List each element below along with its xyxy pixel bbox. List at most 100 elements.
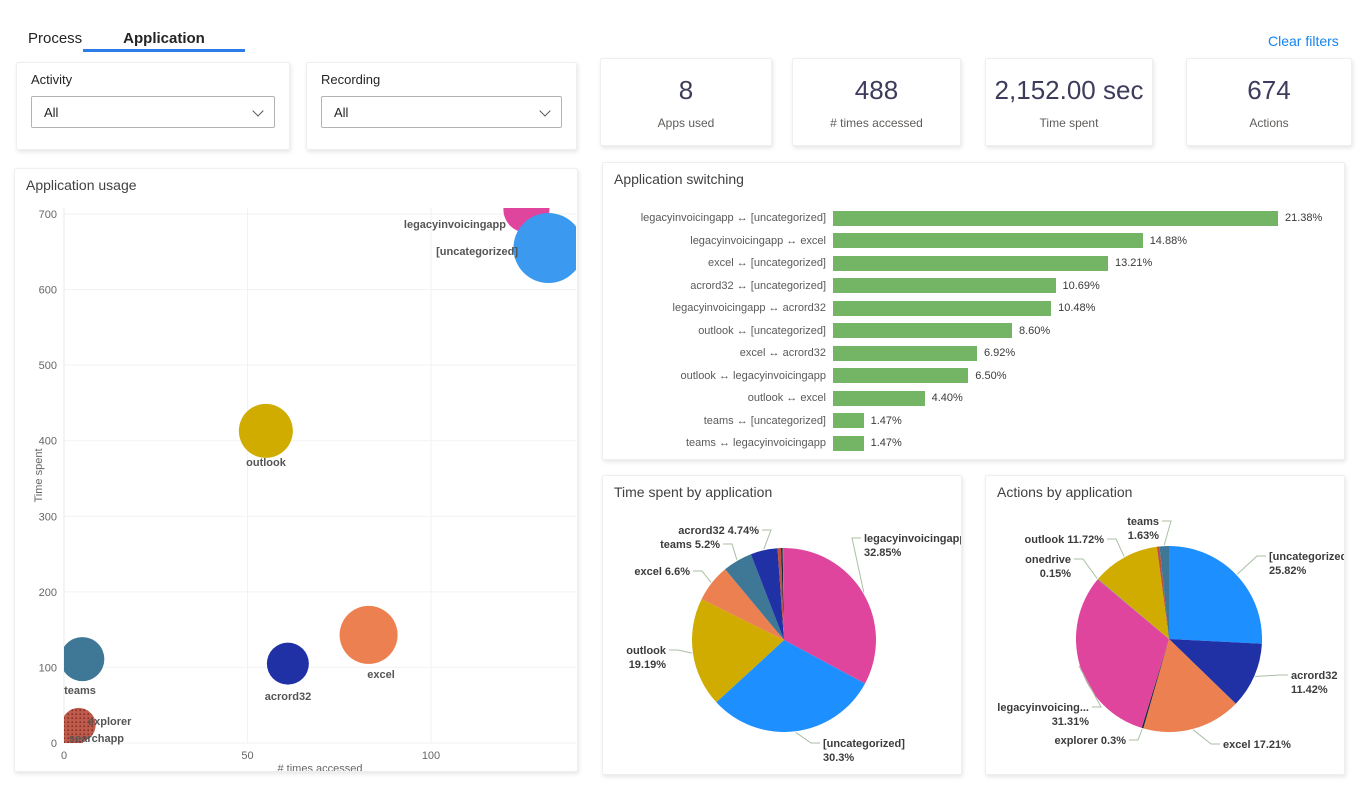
- bar-4[interactable]: [833, 300, 1052, 316]
- bar-1[interactable]: [833, 233, 1143, 249]
- bar-row: outlook ↔ [uncategorized] 8.60%: [613, 320, 1338, 343]
- application-usage-chart[interactable]: 0 100 200 300 400 500 600 700 0 50 100 # times acce…: [15, 169, 578, 771]
- chevron-down-icon: [252, 104, 264, 117]
- kpi-time-spent-label: Time spent: [1039, 115, 1099, 130]
- pie-label-teams: teams 1.63%: [1127, 516, 1159, 542]
- pie-slice-searchapp[interactable]: [1156, 546, 1169, 640]
- pie-label-[uncategorized]: [uncategorized] 25.82%: [1269, 551, 1345, 577]
- kpi-times-accessed-value: 488: [854, 74, 899, 105]
- pie-slice-searchapp[interactable]: [781, 547, 784, 640]
- y-tick: 200: [39, 587, 57, 599]
- bar-2[interactable]: [833, 255, 1108, 271]
- actions-by-application-title: Actions by application: [997, 484, 1133, 500]
- bar-value-label: 21.38%: [1285, 212, 1323, 225]
- pie-label-teams: teams 5.2%: [660, 539, 720, 551]
- bar-category-label: outlook ↔ legacyinvoicingapp: [680, 369, 826, 382]
- y-tick: 700: [39, 209, 57, 221]
- bubble-label-acrord32: acrord32: [265, 691, 311, 703]
- y-axis-title: Time spent: [33, 448, 45, 502]
- label-leader-line: [851, 537, 865, 593]
- bubble-excel[interactable]: [339, 605, 398, 664]
- bubble-label-teams: teams: [64, 685, 96, 697]
- kpi-times-accessed-label: # times accessed: [830, 115, 923, 130]
- active-tab-underline: [83, 49, 245, 52]
- bar-category-label: teams ↔ [uncategorized]: [703, 414, 826, 427]
- recording-filter-label: Recording: [321, 72, 381, 87]
- pie-slice-[uncategorized][interactable]: [716, 640, 865, 732]
- activity-dropdown[interactable]: All: [31, 96, 275, 128]
- kpi-actions-value: 674: [1247, 74, 1291, 105]
- bar-value-label: 8.60%: [1019, 324, 1051, 337]
- pie-slice-teams[interactable]: [725, 554, 784, 640]
- bar-category-label: excel ↔ [uncategorized]: [707, 257, 826, 270]
- bar-row: acrord32 ↔ [uncategorized] 10.69%: [613, 275, 1338, 298]
- recording-filter-card: Recording All: [306, 62, 577, 150]
- bar-row: excel ↔ acrord32 6.92%: [613, 342, 1338, 365]
- activity-filter-card: Activity All: [16, 62, 290, 150]
- pie-slice-explorer[interactable]: [1141, 639, 1169, 729]
- bar-category-label: teams ↔ legacyinvoicingapp: [685, 437, 826, 450]
- bubble-explorer[interactable]: [62, 707, 96, 742]
- bar-6[interactable]: [833, 345, 977, 361]
- time-spent-pie-chart[interactable]: legacyinvoicingapp 32.85% [uncategorized] 3…: [603, 476, 961, 774]
- pie-slice-acrord32[interactable]: [1169, 639, 1262, 704]
- bar-0[interactable]: [833, 210, 1278, 226]
- label-leader-line: [1074, 558, 1098, 579]
- bar-10[interactable]: [833, 435, 864, 451]
- pie-slice-[uncategorized][interactable]: [1169, 546, 1263, 644]
- pie-label-[uncategorized]: [uncategorized] 30.3%: [823, 738, 905, 764]
- pie-slice-teams[interactable]: [1159, 546, 1170, 639]
- application-switching-chart[interactable]: legacyinvoicingapp ↔ [uncategorized] 21.3…: [613, 207, 1338, 455]
- bar-8[interactable]: [833, 390, 925, 406]
- label-leader-line: [1107, 538, 1125, 557]
- bar-row: legacyinvoicingapp ↔ [uncategorized] 21.3…: [613, 207, 1338, 230]
- kpi-apps-used-value: 8: [678, 74, 694, 105]
- bar-3[interactable]: [833, 278, 1056, 294]
- pie-slice-excel[interactable]: [701, 569, 784, 640]
- pie-slice-outlook[interactable]: [1098, 546, 1169, 639]
- x-tick: 100: [422, 750, 440, 762]
- recording-dropdown[interactable]: All: [321, 96, 562, 128]
- pie-label-outlook: outlook 11.72%: [1025, 534, 1105, 546]
- clear-filters-link[interactable]: Clear filters: [1268, 33, 1339, 49]
- bar-category-label: legacyinvoicingapp ↔ excel: [690, 234, 826, 247]
- application-switching-title: Application switching: [614, 171, 744, 187]
- actions-pie-chart[interactable]: [uncategorized] 25.82% acrord32 11.42% excel…: [986, 476, 1345, 774]
- bar-value-label: 4.40%: [931, 392, 963, 405]
- pie-slice-legacyinvoicingapp[interactable]: [1075, 579, 1169, 728]
- bubble-acrord32[interactable]: [266, 642, 309, 685]
- label-leader-line: [762, 529, 772, 550]
- bubble-outlook[interactable]: [238, 403, 293, 458]
- label-leader-line: [1236, 555, 1266, 575]
- bar-category-label: legacyinvoicingapp ↔ acrord32: [672, 302, 826, 315]
- application-switching-card: Application switching legacyinvoicingapp…: [602, 162, 1345, 460]
- bar-9[interactable]: [833, 413, 864, 429]
- bar-row: legacyinvoicingapp ↔ acrord32 10.48%: [613, 297, 1338, 320]
- y-tick: 600: [39, 285, 57, 297]
- label-leader-line: [795, 731, 820, 744]
- tab-process[interactable]: Process: [28, 30, 83, 47]
- bubble-[uncategorized][interactable]: [513, 213, 578, 284]
- bar-7[interactable]: [833, 368, 969, 384]
- bar-value-label: 6.50%: [975, 369, 1007, 382]
- y-tick: 500: [39, 360, 57, 372]
- pie-slice-excel[interactable]: [1143, 639, 1236, 733]
- pie-slice-legacyinvoicingapp[interactable]: [784, 548, 876, 684]
- application-usage-card: Application usage 0 100 200 300 400 500 600 700…: [14, 168, 578, 772]
- bar-value-label: 1.47%: [870, 414, 902, 427]
- pie-slice-outlook[interactable]: [692, 599, 784, 703]
- kpi-apps-used-label: Apps used: [657, 115, 715, 130]
- pie-slice-onedrive[interactable]: [1097, 578, 1169, 639]
- pie-slice-explorer[interactable]: [777, 548, 785, 640]
- pie-slice-acrord32[interactable]: [750, 548, 784, 640]
- bar-category-label: excel ↔ acrord32: [739, 347, 826, 360]
- bubble-teams[interactable]: [60, 637, 105, 682]
- bar-row: teams ↔ [uncategorized] 1.47%: [613, 410, 1338, 433]
- kpi-apps-used: 8 Apps used: [600, 58, 772, 146]
- label-leader-line: [693, 570, 712, 583]
- label-leader-line: [723, 543, 738, 560]
- tab-application[interactable]: Application: [123, 30, 205, 47]
- chevron-down-icon: [539, 104, 551, 117]
- bar-5[interactable]: [833, 323, 1012, 339]
